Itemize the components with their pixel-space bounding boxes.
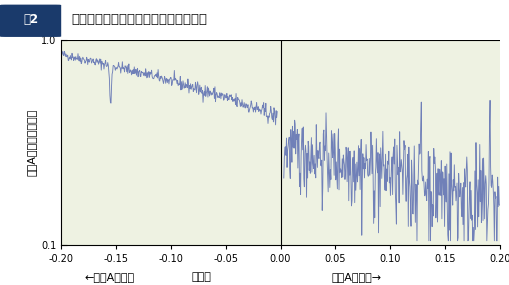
Text: 店舗Aが高い→: 店舗Aが高い→ bbox=[331, 272, 381, 282]
Text: ←店舗Aが安い: ←店舗Aが安い bbox=[84, 272, 134, 282]
Text: 価格差: 価格差 bbox=[191, 272, 211, 282]
FancyBboxPatch shape bbox=[0, 5, 61, 37]
Text: 図2: 図2 bbox=[23, 13, 38, 26]
Text: 店舗間の価格差とクリックされる確率: 店舗間の価格差とクリックされる確率 bbox=[71, 13, 207, 26]
Y-axis label: 店舗Aのクリック確率: 店舗Aのクリック確率 bbox=[27, 109, 37, 176]
